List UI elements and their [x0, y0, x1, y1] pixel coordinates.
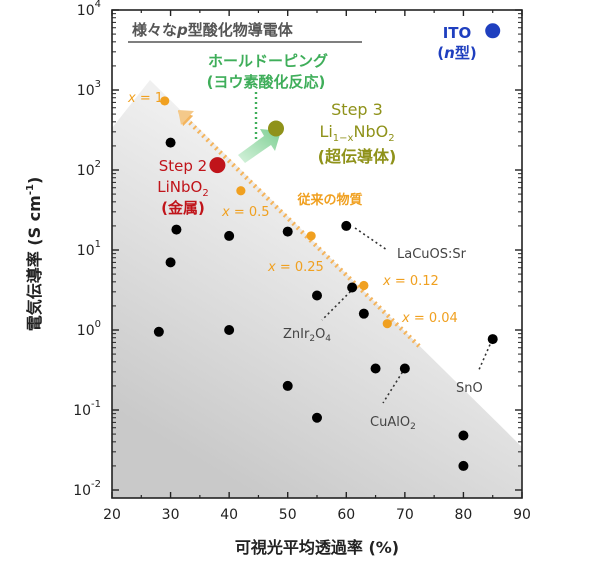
- x-tick-label: 20: [103, 507, 121, 523]
- hole-doping-arrow: [238, 129, 281, 163]
- sno-connector: [477, 339, 493, 373]
- doped-sample-point: [359, 280, 369, 291]
- step2-label: Step 2 LiNbO2 (金属): [157, 157, 208, 217]
- svg-text:LiNbO2: LiNbO2: [157, 178, 208, 199]
- ito-point: [485, 23, 501, 39]
- y-tick-label: 101: [77, 239, 101, 259]
- shaded-region: [112, 80, 522, 498]
- conventional-material-point: [399, 363, 410, 374]
- conventional-material-point: [153, 326, 164, 337]
- ito-type-label: (n型): [437, 44, 476, 62]
- conventional-material-point: [282, 226, 293, 237]
- conventional-materials-label: 従来の物質: [296, 192, 362, 208]
- y-tick-label: 104: [77, 0, 101, 19]
- y-tick-label: 10-2: [73, 479, 101, 499]
- svg-text:Step 2: Step 2: [159, 157, 207, 175]
- y-axis-label: 電気伝導率 (S cm-1): [25, 177, 44, 332]
- conventional-material-point: [370, 363, 381, 374]
- svg-text:CuAlO2: CuAlO2: [370, 415, 416, 432]
- svg-text:x = 1: x = 1: [127, 91, 163, 106]
- svg-text:x = 0.12: x = 0.12: [382, 274, 439, 289]
- conventional-material-point: [165, 137, 176, 148]
- axis-ticks: [111, 9, 523, 498]
- hole-doping-label: ホールドーピング (ヨウ素酸化反応): [207, 52, 328, 91]
- svg-text:x = 0.25: x = 0.25: [267, 260, 324, 275]
- x-tick-label: 60: [337, 507, 355, 523]
- conventional-material-point: [224, 325, 235, 335]
- svg-text:ZnIr2O4: ZnIr2O4: [283, 327, 331, 344]
- material-labels: LaCuOS:Sr ZnIr2O4 CuAlO2 SnO: [283, 247, 483, 432]
- conventional-material-point: [341, 220, 352, 231]
- conventional-material-point: [347, 282, 358, 293]
- svg-text:Step 3: Step 3: [331, 100, 383, 119]
- lacuos-connector: [354, 227, 388, 251]
- ito-label: ITO: [443, 24, 472, 42]
- conventional-material-point: [312, 412, 322, 423]
- conventional-material-point: [358, 308, 369, 319]
- step-3-point: [268, 120, 284, 137]
- doped-sample-point: [382, 319, 392, 329]
- conventional-material-point: [487, 334, 498, 345]
- y-tick-label: 100: [77, 319, 101, 339]
- x-tick-label: 50: [279, 507, 297, 523]
- doped-sample-point: [160, 96, 170, 106]
- step-2-point: [209, 157, 226, 174]
- y-tick-label: 102: [77, 159, 101, 179]
- doped-sample-point: [236, 186, 246, 196]
- svg-text:(ヨウ素酸化反応): (ヨウ素酸化反応): [207, 73, 326, 91]
- y-tick-label: 10-1: [73, 399, 101, 419]
- x-tick-label: 80: [455, 507, 473, 523]
- doped-sample-point: [306, 231, 316, 241]
- svg-text:x = 0.04: x = 0.04: [401, 311, 458, 326]
- axis-tick-labels: 20 30 40 50 60 70 80 90 10-2 10-1 100 101 102 103 104: [73, 0, 531, 523]
- svg-text:x = 0.5: x = 0.5: [221, 205, 270, 220]
- y-tick-label: 103: [77, 79, 101, 99]
- x-axis-label: 可視光平均透過率 (%): [235, 538, 399, 557]
- cualo-connector: [382, 367, 406, 404]
- data-points: [153, 23, 501, 471]
- svg-text:LaCuOS:Sr: LaCuOS:Sr: [397, 247, 467, 262]
- doping-trend-arrowhead: [178, 110, 194, 125]
- conventional-material-point: [224, 230, 235, 241]
- conventional-material-point: [458, 460, 469, 471]
- chart-title: 様々なp型酸化物導電体: [132, 21, 294, 39]
- doping-trend-arrow: [177, 110, 421, 348]
- conventional-material-point: [171, 224, 182, 235]
- doping-level-labels: x = 1 x = 0.5 x = 0.25 x = 0.12 x = 0.04: [127, 91, 458, 326]
- x-tick-label: 40: [220, 507, 238, 523]
- x-tick-label: 90: [513, 507, 531, 523]
- conventional-material-point: [312, 290, 322, 301]
- step3-label: Step 3 Li1−xNbO2 (超伝導体): [318, 100, 397, 166]
- x-tick-label: 30: [162, 507, 180, 523]
- svg-text:Li1−xNbO2: Li1−xNbO2: [319, 122, 394, 144]
- svg-text:ホールドーピング: ホールドーピング: [208, 52, 328, 70]
- svg-text:SnO: SnO: [456, 381, 483, 396]
- svg-text:(金属): (金属): [161, 199, 205, 217]
- svg-text:(超伝導体): (超伝導体): [318, 147, 397, 166]
- x-tick-label: 70: [396, 507, 414, 523]
- conventional-material-point: [165, 257, 176, 268]
- conventional-material-point: [282, 380, 293, 391]
- conventional-material-point: [458, 430, 469, 441]
